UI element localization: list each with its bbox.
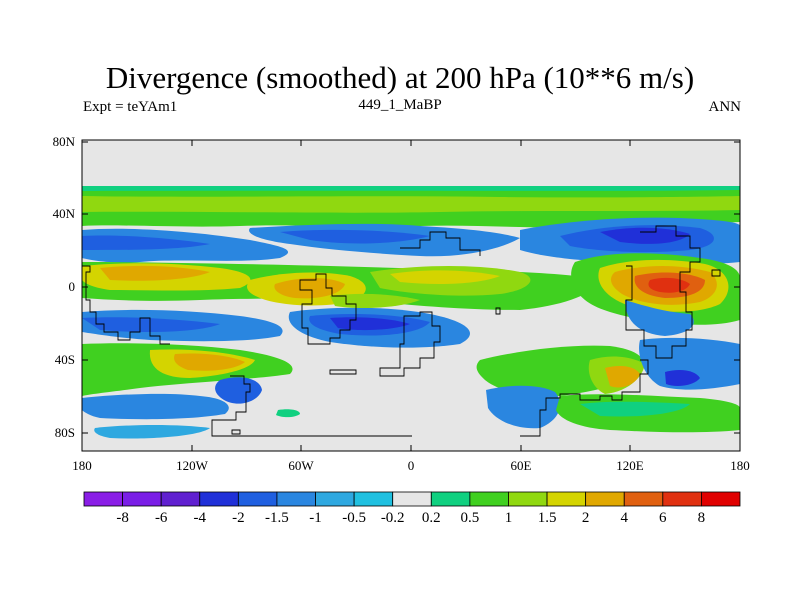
colorbar-label: -0.5 xyxy=(342,510,366,526)
colorbar-label: 0.2 xyxy=(421,510,441,526)
colorbar-swatch xyxy=(546,491,587,507)
colorbar-swatch xyxy=(662,491,702,507)
colorbar-label: -1.5 xyxy=(265,510,289,526)
colorbar-swatch xyxy=(623,491,664,507)
contour-nh-blue-central-inner xyxy=(280,229,430,244)
contour-au-blue xyxy=(639,337,740,390)
contour-north-lightgreen xyxy=(82,196,740,213)
colorbar-swatch xyxy=(508,491,548,507)
colorbar-label: -8 xyxy=(116,510,129,526)
contour-io-blue xyxy=(486,385,560,429)
colorbar-label: -2 xyxy=(232,510,245,526)
colorbar-swatch xyxy=(160,491,201,507)
colorbar-label: 0.5 xyxy=(460,510,480,526)
contour-au-darkblue xyxy=(665,370,700,386)
contour-sh-blue-west-inner xyxy=(82,317,220,332)
contour-eq-orange-west xyxy=(100,265,210,281)
colorbar-swatch xyxy=(237,491,278,507)
case-label: 449_1_MaBP xyxy=(358,97,442,113)
lat-tick-label: 80S xyxy=(54,425,75,440)
contour-north-teal xyxy=(82,186,740,191)
colorbar-swatch xyxy=(276,491,316,507)
contour-nh-blue-west-inner xyxy=(82,235,210,250)
colorbar-label: -1 xyxy=(309,510,322,526)
contour-nh-dark-east xyxy=(600,227,690,244)
lon-tick-label: 60W xyxy=(288,458,314,473)
contour-sh-blue-south-west xyxy=(82,393,229,420)
contour-au-teal xyxy=(580,401,690,417)
plot-title: Divergence (smoothed) at 200 hPa (10**6 … xyxy=(105,60,695,95)
contour-sh-lightgreen-central xyxy=(330,293,420,308)
colorbar-swatch xyxy=(701,491,741,507)
contour-eq-yellow-mid xyxy=(390,270,500,284)
lon-tick-label: 180 xyxy=(730,458,750,473)
colorbar-label: 1 xyxy=(504,510,513,526)
colorbar-swatch xyxy=(392,491,432,507)
contour-eq-orange-central xyxy=(274,278,345,299)
colorbar-label: 6 xyxy=(659,510,667,526)
colorbar-swatch xyxy=(430,491,471,507)
coastlines xyxy=(82,225,721,437)
colorbar-label: -4 xyxy=(193,510,207,526)
tick-marks xyxy=(81,140,741,451)
lon-tick-label: 60E xyxy=(510,458,532,473)
lat-tick-label: 80N xyxy=(52,134,75,149)
lat-tick-label: 40N xyxy=(52,206,75,221)
colorbar-swatch xyxy=(585,491,625,507)
contour-wp-blue-notch xyxy=(625,300,694,336)
colorbar-label: -6 xyxy=(154,510,168,526)
colorbar-swatch xyxy=(199,491,239,507)
colorbar-label: 8 xyxy=(697,510,706,526)
colorbar-label: 2 xyxy=(581,510,590,526)
contour-sh-green-blob xyxy=(276,409,300,418)
colorbar-label: 1.5 xyxy=(537,510,557,526)
lon-tick-label: 180 xyxy=(72,458,92,473)
colorbar-swatch xyxy=(83,491,123,507)
lon-tick-label: 0 xyxy=(407,458,415,473)
lon-tick-label: 120E xyxy=(616,458,644,473)
colorbar-label: 4 xyxy=(620,510,628,526)
lat-tick-label: 0 xyxy=(68,279,76,294)
contour-sh-orange-west xyxy=(174,353,245,371)
experiment-label: Expt = teYAm1 xyxy=(83,99,178,115)
lat-tick-label: 40S xyxy=(54,352,75,367)
colorbar-swatch xyxy=(353,491,394,507)
colorbar-swatch xyxy=(469,491,509,507)
contour-sh-blue-south-far xyxy=(94,425,210,439)
lon-tick-label: 120W xyxy=(176,458,208,473)
colorbar-swatch xyxy=(122,491,162,507)
colorbar-swatch xyxy=(315,491,355,507)
colorbar-label: -0.2 xyxy=(380,510,405,526)
contour-io-orange xyxy=(605,366,640,388)
season-label: ANN xyxy=(708,99,742,115)
